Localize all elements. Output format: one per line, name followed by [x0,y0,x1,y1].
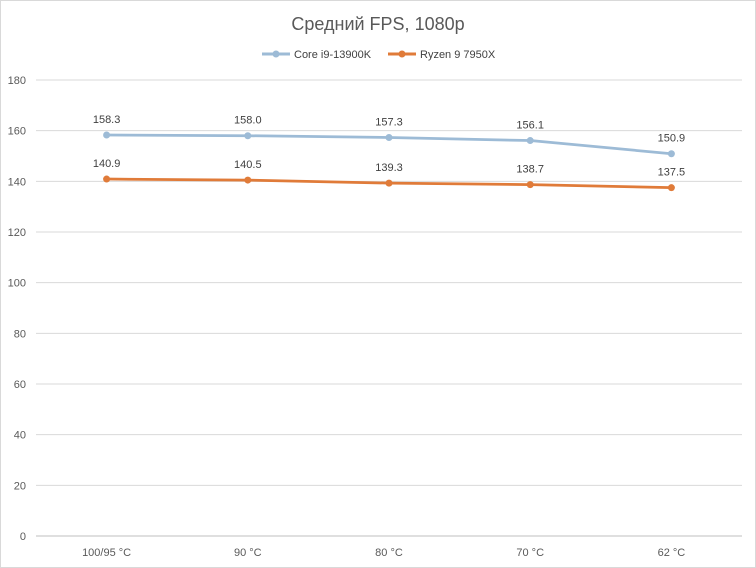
y-tick-label: 100 [8,278,26,290]
legend: Core i9-13900K Ryzen 9 7950X [262,49,496,61]
data-point [667,184,675,192]
data-label: 158.0 [234,115,262,127]
data-point [244,132,252,140]
data-label: 158.3 [93,114,121,126]
y-tick-label: 160 [8,126,26,138]
y-tick-label: 60 [14,379,26,391]
data-label: 139.3 [375,162,403,174]
x-tick-label: 80 °C [375,547,403,559]
y-tick-label: 20 [14,480,26,492]
y-tick-label: 40 [14,430,26,442]
y-tick-label: 120 [8,227,26,239]
legend-label-ryzen: Ryzen 9 7950X [420,49,496,61]
data-point [385,134,393,142]
data-point [526,137,534,145]
data-label: 137.5 [658,167,686,179]
legend-label-core-i9: Core i9-13900K [294,49,372,61]
x-tick-label: 62 °C [658,547,686,559]
legend-marker-ryzen [398,50,406,58]
data-label: 138.7 [516,164,544,176]
chart-title: Средний FPS, 1080p [291,14,464,34]
y-tick-label: 140 [8,176,26,188]
data-labels-layer: 158.3 158.0 157.3 156.1 150.9 140.9 140.5 139.3… [93,114,685,179]
x-tick-label: 70 °C [516,547,544,559]
data-point [526,181,534,189]
data-point [103,175,111,183]
legend-entry-ryzen: Ryzen 9 7950X [388,49,496,61]
data-label: 156.1 [516,120,544,132]
gridlines [36,79,742,537]
y-tick-label: 80 [14,328,26,340]
x-axis: 100/95 °C 90 °C 80 °C 70 °C 62 °C [82,547,685,559]
data-label: 140.9 [93,158,121,170]
y-tick-label: 180 [8,75,26,87]
data-label: 150.9 [658,133,686,145]
series-layer [103,131,675,192]
data-label: 157.3 [375,117,403,129]
x-tick-label: 100/95 °C [82,547,131,559]
data-point [244,176,252,184]
data-point [385,179,393,187]
y-axis: 0 20 40 60 80 100 120 140 160 180 [8,75,26,543]
y-tick-label: 0 [20,531,26,543]
data-point [103,131,111,139]
data-label: 140.5 [234,159,262,171]
x-tick-label: 90 °C [234,547,262,559]
data-point [667,150,675,158]
legend-marker-core-i9 [272,50,280,58]
legend-entry-core-i9: Core i9-13900K [262,49,372,61]
